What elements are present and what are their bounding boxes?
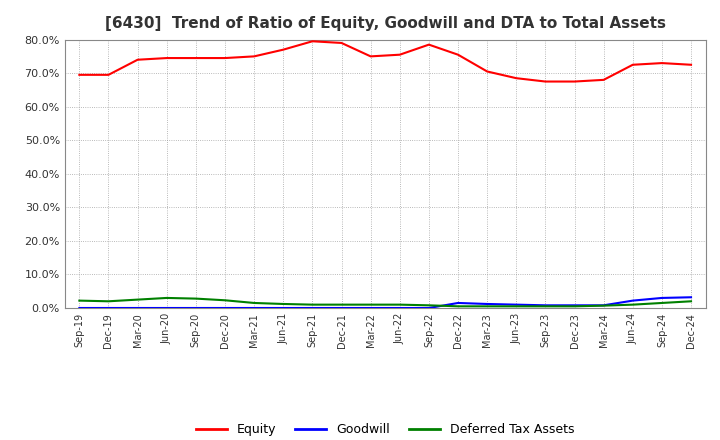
Legend: Equity, Goodwill, Deferred Tax Assets: Equity, Goodwill, Deferred Tax Assets [191, 418, 580, 440]
Title: [6430]  Trend of Ratio of Equity, Goodwill and DTA to Total Assets: [6430] Trend of Ratio of Equity, Goodwil… [104, 16, 666, 32]
